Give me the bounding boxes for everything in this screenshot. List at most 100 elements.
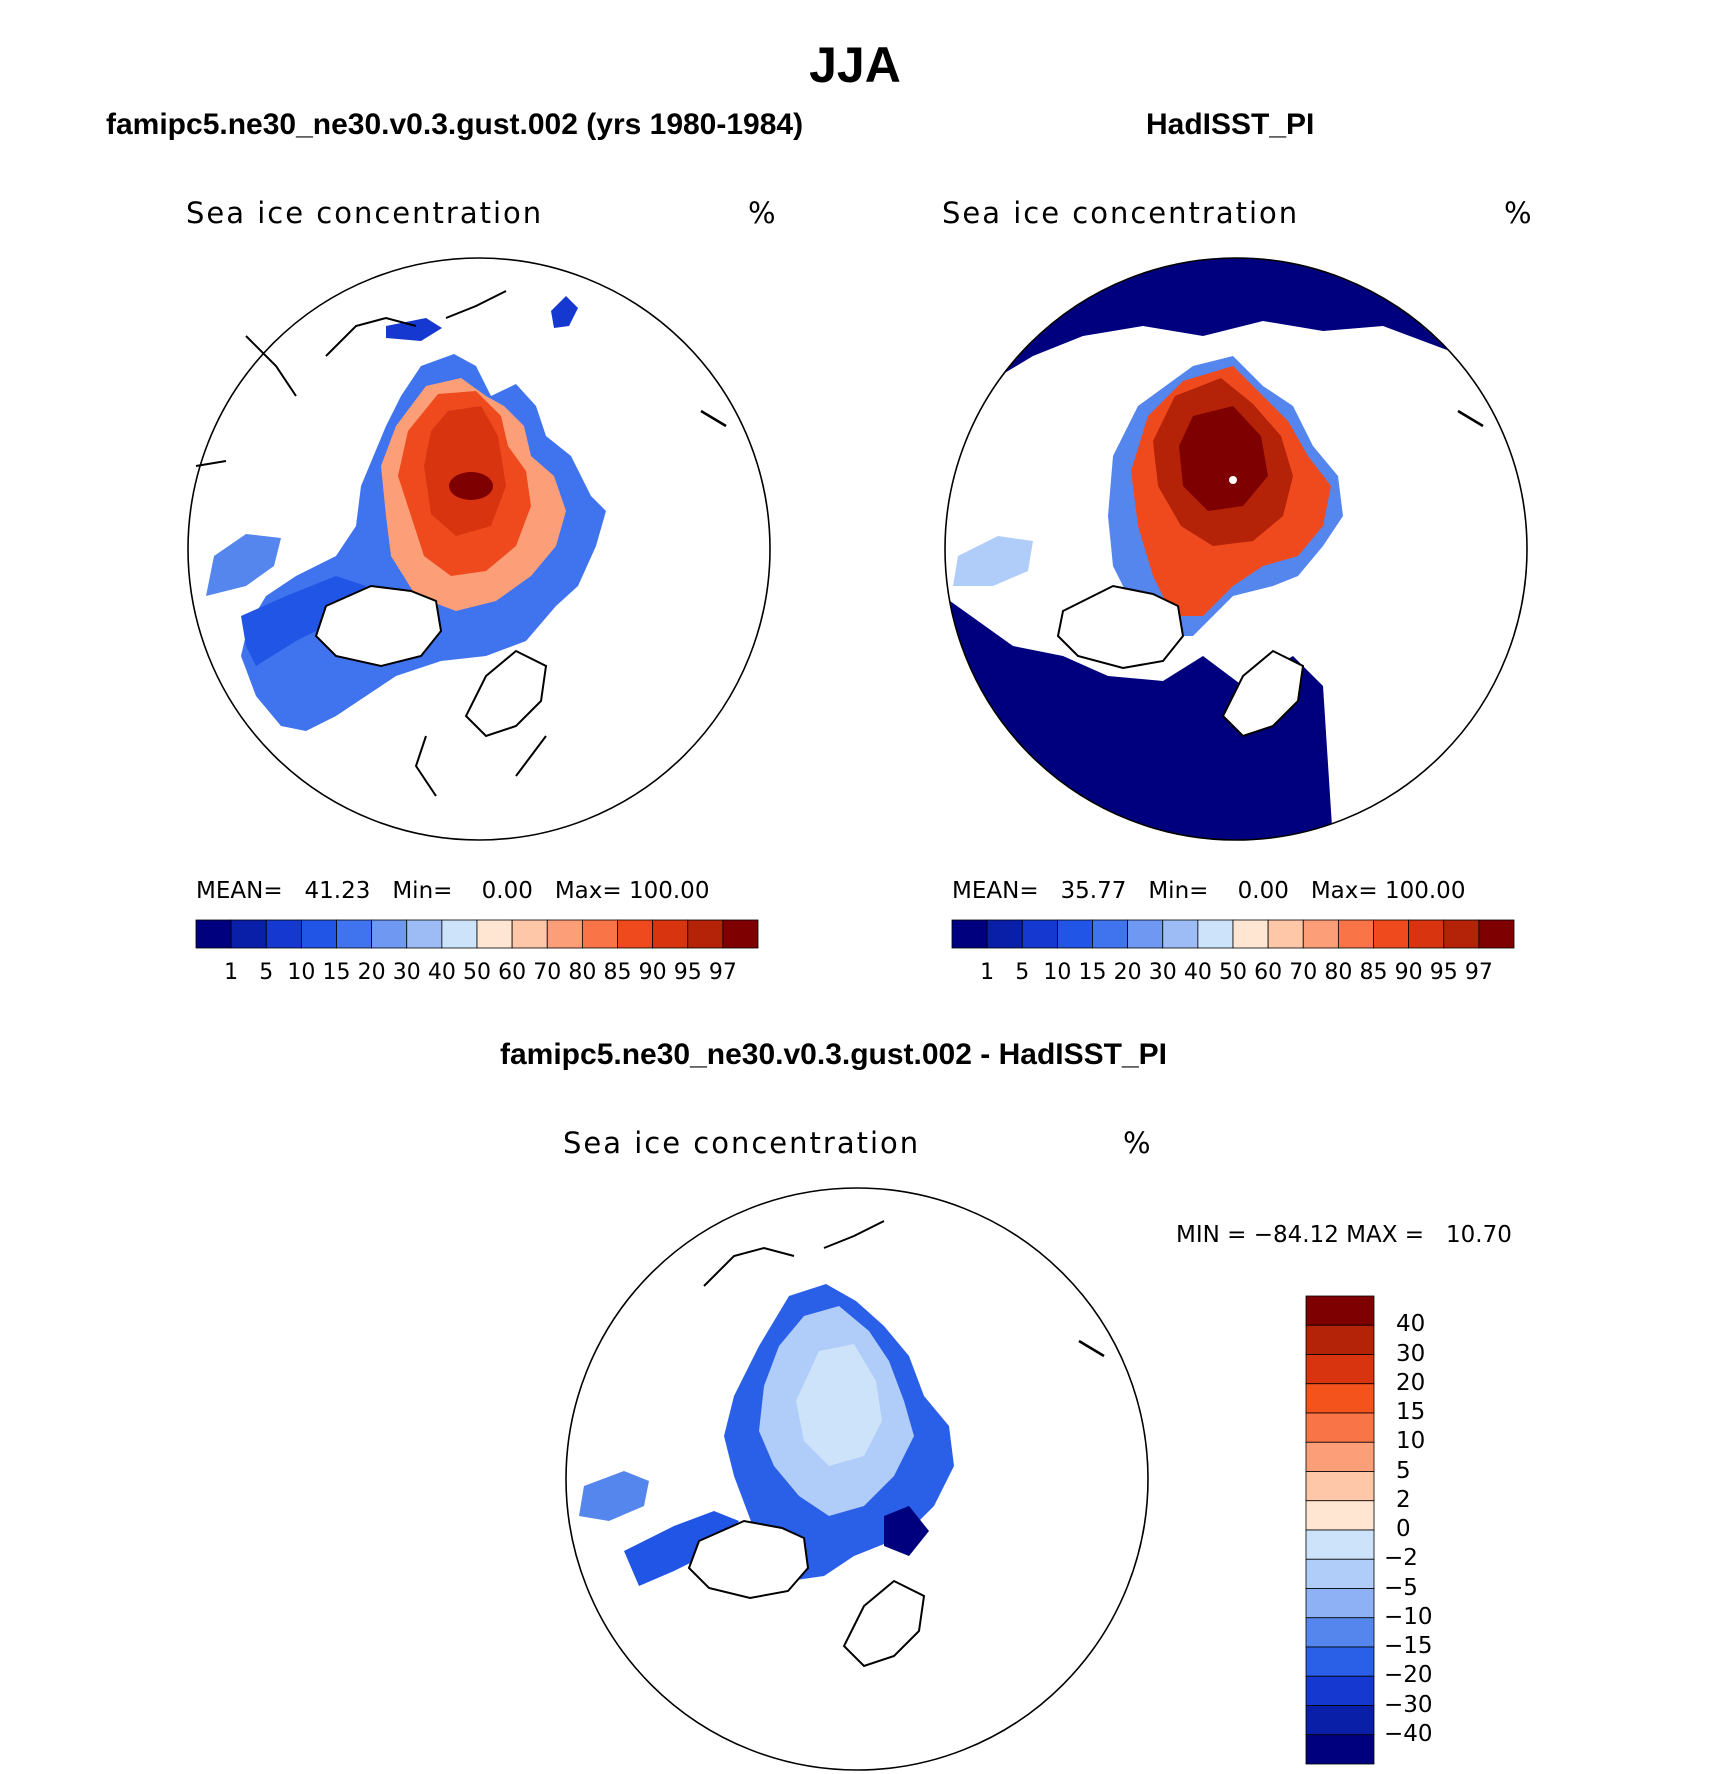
panel-2-greenland xyxy=(1056,584,1185,670)
colorbar-tick-label: 30 xyxy=(392,960,421,985)
panel-2-colorbar-swatch xyxy=(1443,919,1480,949)
colorbar-tick-label: 20 xyxy=(1396,1369,1426,1396)
panel-2-colorbar-swatch xyxy=(1337,919,1374,949)
panel-1-scandinavia xyxy=(464,649,548,738)
colorbar-tick-label: 10 xyxy=(1396,1428,1426,1455)
panel-2-hudson-ice xyxy=(953,536,1033,586)
colorbar-tick-label: 85 xyxy=(603,960,632,985)
panel-3-colorbar-swatch xyxy=(1305,1383,1375,1414)
colorbar-tick-label: 10 xyxy=(1043,960,1072,985)
panel-3-colorbar-swatch xyxy=(1305,1441,1375,1472)
panel-1-coast-america xyxy=(195,335,297,467)
panel-1-colorbar-ticks: 1 5 10 15 20 30 40 50 60 70 80 85 90 95 97 xyxy=(196,960,758,990)
panel-3-ice-pale xyxy=(796,1344,882,1466)
colorbar-tick-label: 80 xyxy=(1324,960,1353,985)
panel-3-minmax: MIN = −84.12 MAX = 10.70 xyxy=(1176,1222,1512,1248)
panel-1-ice-core xyxy=(424,406,506,536)
colorbar-tick-label: 40 xyxy=(1396,1311,1426,1338)
panel-3-map xyxy=(565,1187,1149,1771)
panel-3-colorbar-ticks: 40 30 20 15 10 5 2 0 −2 −5 −10 −15 −20 −30 −40 xyxy=(1384,1296,1504,1766)
colorbar-tick-label: 97 xyxy=(1464,960,1493,985)
panel-3-colorbar-swatch xyxy=(1305,1646,1375,1677)
colorbar-tick-label: 97 xyxy=(708,960,737,985)
panel-3-units: % xyxy=(1123,1126,1153,1160)
panel-1-colorbar-swatch xyxy=(581,919,618,949)
colorbar-tick-label: 40 xyxy=(1183,960,1212,985)
colorbar-tick-label: 30 xyxy=(1396,1340,1426,1367)
panel-1-colorbar-swatch xyxy=(265,919,302,949)
colorbar-tick-label: 85 xyxy=(1359,960,1388,985)
colorbar-tick-label: 5 xyxy=(1396,1457,1411,1484)
colorbar-tick-label: −30 xyxy=(1384,1691,1433,1718)
panel-2-coast-pacific xyxy=(1457,409,1484,428)
panel-2-colorbar-swatch xyxy=(951,919,988,949)
colorbar-tick-label: 60 xyxy=(498,960,527,985)
colorbar-tick-label: 20 xyxy=(357,960,386,985)
panel-2-colorbar-swatch xyxy=(1373,919,1410,949)
panel-3-colorbar-swatch xyxy=(1305,1471,1375,1502)
panel-1-colorbar-swatch xyxy=(722,919,759,949)
panel-1-colorbar-swatch xyxy=(511,919,548,949)
colorbar-tick-label: 70 xyxy=(533,960,562,985)
panel-1-colorbar-swatch xyxy=(652,919,689,949)
colorbar-tick-label: 50 xyxy=(1219,960,1247,985)
panel-3-colorbar-swatch xyxy=(1305,1675,1375,1706)
panel-3-ice-deep xyxy=(884,1506,929,1556)
panel-2-colorbar-swatch xyxy=(1408,919,1445,949)
panel-3-labrador-ice xyxy=(624,1511,739,1586)
figure-title: JJA xyxy=(809,37,901,93)
panel-1-subtitle: famipc5.ne30_ne30.v0.3.gust.002 (yrs 198… xyxy=(106,108,804,141)
panel-1-coast-europe xyxy=(414,735,547,797)
panel-1-colorbar-swatch xyxy=(195,919,232,949)
colorbar-tick-label: 60 xyxy=(1254,960,1283,985)
panel-2-stats: MEAN= 35.77 Min= 0.00 Max= 100.00 xyxy=(952,878,1466,904)
panel-3-scandinavia xyxy=(842,1579,926,1668)
panel-2-colorbar-swatch xyxy=(1127,919,1164,949)
colorbar-tick-label: 90 xyxy=(638,960,667,985)
panel-1-colorbar-swatch xyxy=(476,919,513,949)
panel-1-colorbar xyxy=(195,919,759,949)
panel-3-colorbar-swatch xyxy=(1305,1529,1375,1560)
colorbar-tick-label: 70 xyxy=(1289,960,1318,985)
colorbar-tick-label: −20 xyxy=(1384,1662,1433,1689)
panel-2-variable: Sea ice concentration xyxy=(942,196,1300,230)
panel-1-coast-asia xyxy=(325,290,507,357)
colorbar-tick-label: 80 xyxy=(568,960,597,985)
panel-1-colorbar-swatch xyxy=(406,919,443,949)
panel-1-colorbar-swatch xyxy=(230,919,267,949)
colorbar-tick-label: 95 xyxy=(673,960,702,985)
panel-1-colorbar-swatch xyxy=(336,919,373,949)
panel-3-colorbar-swatch xyxy=(1305,1558,1375,1589)
panel-2-colorbar-swatch xyxy=(1302,919,1339,949)
panel-2-colorbar-swatch xyxy=(1162,919,1199,949)
panel-3-subtitle: famipc5.ne30_ne30.v0.3.gust.002 - HadISS… xyxy=(500,1038,1167,1071)
panel-1-labrador-ice xyxy=(241,576,366,666)
colorbar-tick-label: 15 xyxy=(1078,960,1107,985)
panel-2-colorbar-swatch xyxy=(1021,919,1058,949)
panel-3-colorbar-swatch xyxy=(1305,1705,1375,1736)
colorbar-tick-label: 0 xyxy=(1396,1516,1411,1542)
panel-1-hudson-ice xyxy=(206,534,281,596)
panel-3-variable: Sea ice concentration xyxy=(563,1126,921,1160)
panel-2-colorbar-swatch xyxy=(1197,919,1234,949)
panel-1-colorbar-swatch xyxy=(300,919,337,949)
panel-2-scandinavia xyxy=(1221,649,1305,738)
colorbar-tick-label: −2 xyxy=(1384,1545,1418,1572)
colorbar-tick-label: 95 xyxy=(1429,960,1458,985)
colorbar-tick-label: 10 xyxy=(287,960,316,985)
colorbar-tick-label: 50 xyxy=(463,960,491,985)
panel-1-ice-max xyxy=(449,472,493,500)
panel-1-stats: MEAN= 41.23 Min= 0.00 Max= 100.00 xyxy=(196,878,710,904)
panel-2-subtitle: HadISST_PI xyxy=(1146,108,1315,141)
panel-1-greenland xyxy=(314,584,443,668)
panel-1-bering-ice xyxy=(551,296,578,328)
panel-1-okhotsk-ice xyxy=(386,318,442,341)
colorbar-tick-label: 1 xyxy=(980,960,995,985)
panel-2-colorbar-ticks: 1 5 10 15 20 30 40 50 60 70 80 85 90 95 97 xyxy=(952,960,1514,990)
panel-2-colorbar-swatch xyxy=(1056,919,1093,949)
colorbar-tick-label: 1 xyxy=(224,960,239,985)
colorbar-tick-label: 15 xyxy=(322,960,351,985)
panel-3-colorbar-swatch xyxy=(1305,1324,1375,1355)
panel-2-colorbar-swatch xyxy=(1267,919,1304,949)
panel-1-coast-pacific xyxy=(700,409,727,428)
